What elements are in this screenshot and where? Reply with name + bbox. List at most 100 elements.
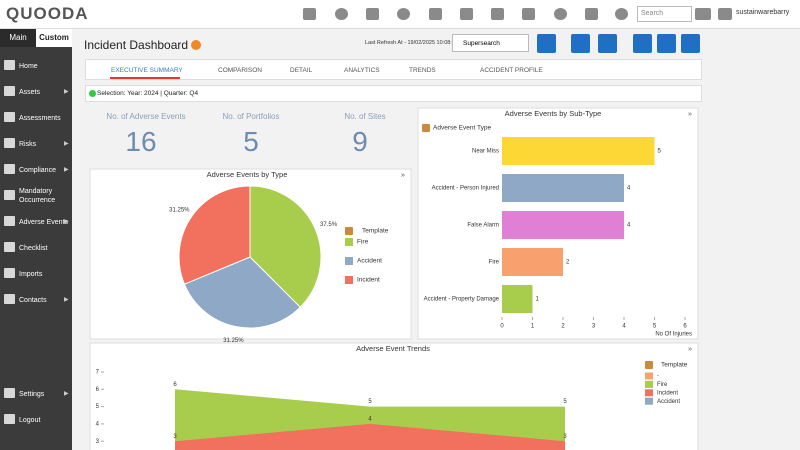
- calendar-button[interactable]: [571, 34, 590, 53]
- menu-icon: [4, 268, 15, 278]
- tab[interactable]: DETAIL: [290, 67, 313, 74]
- kpi-value: 9: [352, 126, 368, 157]
- pie-slice: [178, 185, 251, 285]
- legend-swatch: [345, 238, 353, 246]
- filter-button[interactable]: [598, 34, 617, 53]
- legend-swatch: [645, 372, 653, 380]
- x-tick-label: 3: [592, 324, 596, 330]
- sidebar: [0, 29, 72, 450]
- menu-icon: [4, 60, 15, 70]
- menu-item[interactable]: Assets: [19, 89, 41, 96]
- x-axis-label: No Of Injuries: [655, 332, 692, 338]
- legend-swatch: [345, 257, 353, 265]
- tab[interactable]: TRENDS: [409, 67, 436, 74]
- menu-item[interactable]: Compliance: [19, 167, 56, 174]
- submenu-arrow: ▶: [64, 141, 69, 147]
- bar: [502, 174, 624, 202]
- search-box[interactable]: Search: [637, 6, 692, 22]
- category-label: Accident - Property Damage: [424, 297, 500, 303]
- slice-label: 31.25%: [223, 338, 244, 344]
- user-icon[interactable]: [718, 8, 732, 20]
- selection-bar: [85, 85, 702, 102]
- legend-swatch: [645, 389, 653, 397]
- menu-item[interactable]: Assessments: [19, 115, 61, 122]
- sidebar-tab[interactable]: Custom: [36, 29, 72, 47]
- print-button[interactable]: [537, 34, 556, 53]
- menu-icon: [4, 414, 15, 424]
- user-name[interactable]: sustainwarebarry: [736, 9, 790, 16]
- menu-item[interactable]: Adverse Events: [19, 219, 69, 226]
- kpi-value: 5: [243, 126, 259, 157]
- menu-icon: [4, 242, 15, 252]
- tab[interactable]: ACCIDENT PROFILE: [480, 67, 543, 74]
- x-tick-label: 4: [622, 324, 626, 330]
- tab[interactable]: ANALYTICS: [344, 67, 380, 74]
- gauge-icon[interactable]: [335, 8, 348, 20]
- inbox-icon[interactable]: [366, 8, 379, 20]
- bar: [502, 248, 563, 276]
- menu-icon: [4, 164, 15, 174]
- eye-icon[interactable]: [554, 8, 567, 20]
- menu-item[interactable]: Checklist: [19, 245, 48, 252]
- menu-icon: [4, 190, 15, 200]
- expand-icon: »: [688, 346, 692, 353]
- menu-item[interactable]: Imports: [19, 271, 43, 278]
- page-title: Incident Dashboard: [84, 38, 189, 52]
- legend-label: Incident: [357, 277, 380, 284]
- pie-slice: [183, 256, 301, 329]
- legend-icon: [422, 124, 430, 132]
- submenu-arrow: ▶: [64, 89, 69, 95]
- checklist-icon[interactable]: [491, 8, 504, 20]
- calendar-icon[interactable]: [303, 8, 316, 20]
- menu-item[interactable]: Mandatory Occurrence: [19, 188, 56, 204]
- category-label: False Alarm: [467, 223, 499, 229]
- bar: [502, 137, 655, 165]
- screen-icon[interactable]: [695, 8, 711, 20]
- y-tick-label: 6: [96, 387, 100, 393]
- export-button[interactable]: [657, 34, 676, 53]
- value-label: 4: [627, 186, 631, 192]
- help-icon[interactable]: [615, 8, 628, 20]
- value-label: 4: [627, 223, 631, 229]
- info-icon[interactable]: [191, 40, 201, 50]
- folder-icon[interactable]: [460, 8, 473, 20]
- tab[interactable]: EXECUTIVE SUMMARY: [111, 67, 183, 74]
- menu-item[interactable]: Contacts: [19, 297, 47, 304]
- bookmark-icon[interactable]: [585, 8, 598, 20]
- chart-icon[interactable]: [397, 8, 410, 20]
- submenu-arrow: ▶: [64, 167, 69, 173]
- menu-icon: [4, 294, 15, 304]
- value-label: 3: [173, 434, 177, 440]
- expand-icon: »: [401, 172, 405, 179]
- bell-icon[interactable]: [522, 8, 535, 20]
- share-button[interactable]: [681, 34, 700, 53]
- value-label: 2: [566, 260, 570, 266]
- bar: [502, 285, 533, 313]
- chart-title: Adverse Events by Type: [207, 170, 288, 179]
- active-tab-underline: [110, 77, 180, 79]
- tab[interactable]: COMPARISON: [218, 67, 262, 74]
- legend-label: Incident: [657, 390, 678, 396]
- kpi-label: No. of Portfolios: [222, 112, 280, 121]
- selection-text: Selection: Year: 2024 | Quarter: Q4: [97, 90, 199, 97]
- filter-icon[interactable]: [429, 8, 442, 20]
- bar: [502, 211, 624, 239]
- supersearch-select[interactable]: Supersearch: [452, 34, 529, 52]
- menu-icon: [4, 112, 15, 122]
- y-tick-label: 7: [96, 370, 100, 376]
- menu-item[interactable]: Risks: [19, 141, 37, 148]
- submenu-arrow: ▶: [64, 219, 69, 225]
- sidebar-tab[interactable]: Main: [0, 29, 36, 47]
- menu-item[interactable]: Settings: [19, 391, 45, 398]
- slice-label: 37.5%: [320, 222, 338, 228]
- kpi-label: No. of Adverse Events: [106, 112, 186, 121]
- x-tick-label: 1: [531, 324, 535, 330]
- value-label: 4: [368, 416, 372, 422]
- back-button[interactable]: [633, 34, 652, 53]
- x-tick-label: 6: [683, 324, 687, 330]
- menu-item[interactable]: Home: [19, 63, 38, 70]
- logo[interactable]: QUOODA: [6, 4, 89, 23]
- menu-item[interactable]: Logout: [19, 417, 41, 424]
- value-label: 5: [563, 399, 567, 405]
- area: [175, 423, 565, 450]
